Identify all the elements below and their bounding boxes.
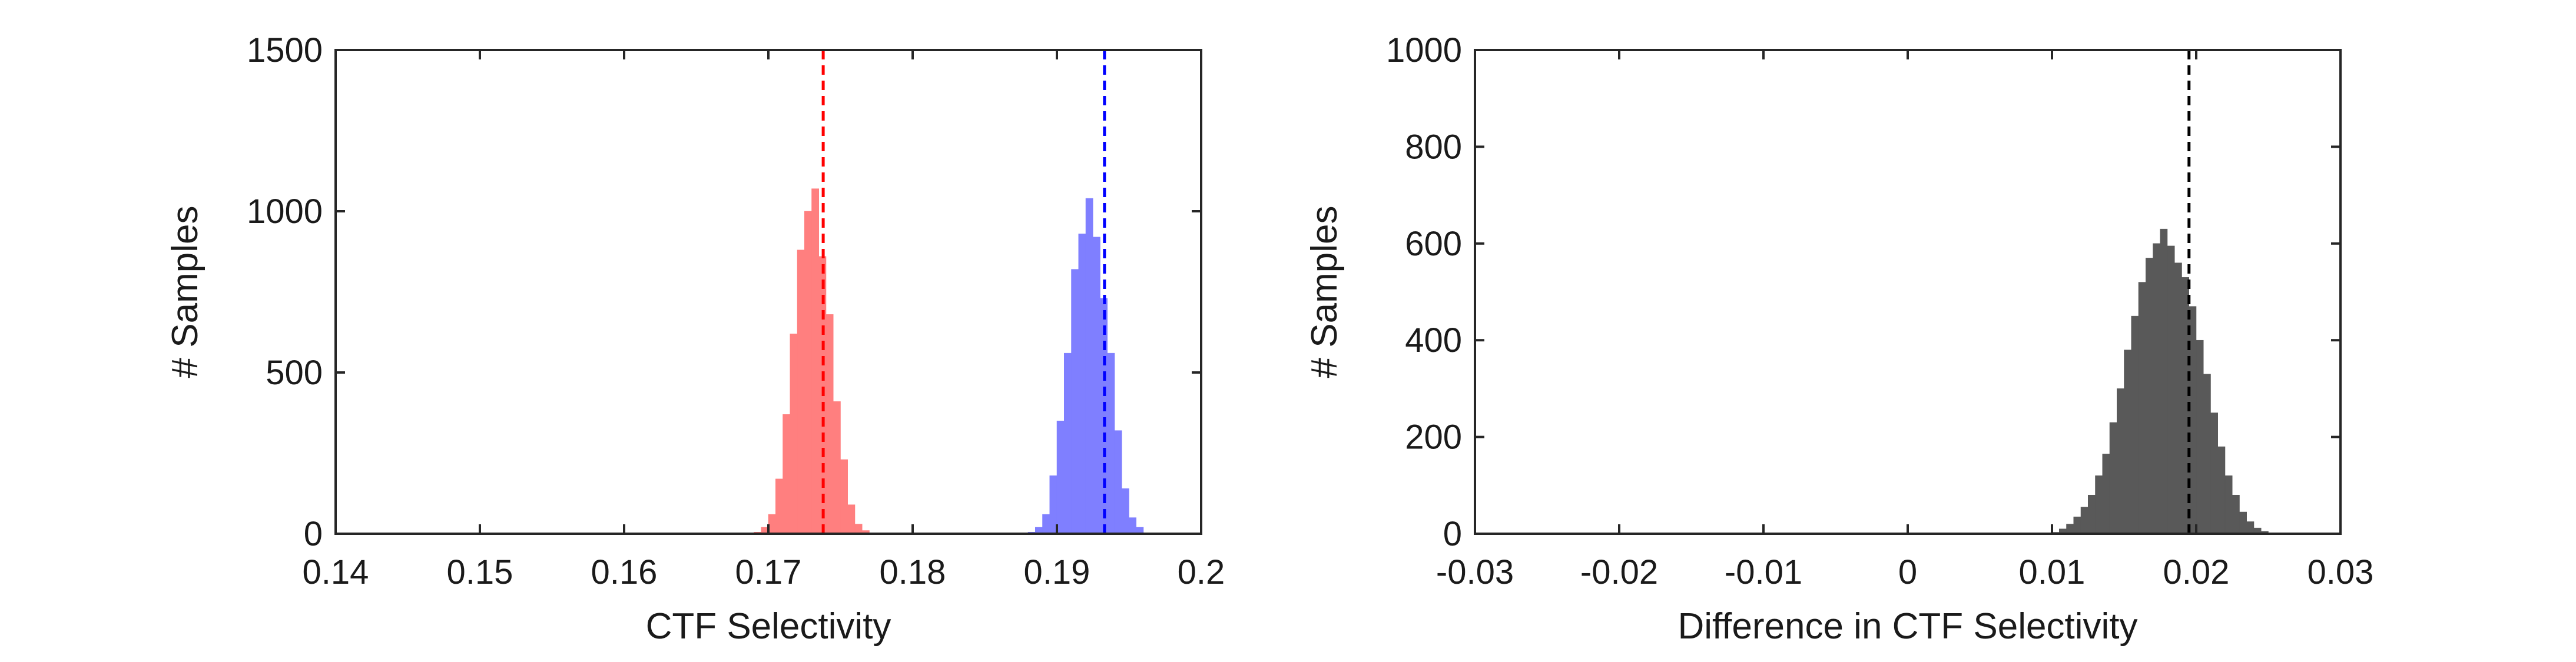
right-axis-ticks: -0.03 -0.02 -0.01 0 0.01 0.02 0.03 0 200 400 600 80… [1386,31,2373,591]
y-tick-label: 1000 [247,192,323,231]
histogram-bar [2153,243,2160,534]
x-tick-label: -0.03 [1436,553,1514,591]
left-histogram-bars [754,188,1144,534]
histogram-bar [797,250,805,534]
histogram-bar [840,459,848,534]
histogram-bar [1114,430,1122,534]
left-y-axis-label: # Samples [165,206,205,378]
histogram-bar [1078,234,1086,534]
histogram-bar [775,478,783,534]
histogram-bar [804,211,812,534]
histogram-bar [825,314,834,534]
y-tick-label: 0 [304,515,323,553]
histogram-bar [2088,494,2096,534]
left-axis-ticks: 0.14 0.15 0.16 0.17 0.18 0.19 0.2 0 500 1000 1500 [247,31,1225,591]
histogram-bar [2210,412,2218,534]
histogram-bar [2073,516,2081,534]
histogram-bar [2109,422,2117,534]
histogram-bar [854,524,863,534]
histogram-bar [2203,374,2211,534]
histogram-bar [2138,282,2146,534]
y-tick-label: 0 [1443,515,1462,553]
y-tick-label: 1000 [1386,31,1462,69]
x-tick-label: 0.15 [447,553,513,591]
histogram-bar [847,504,856,534]
histogram-bar [1129,517,1136,534]
histogram-bar [2246,521,2255,534]
histogram-bar [1107,352,1115,534]
x-tick-label: 0.03 [2308,553,2374,591]
histogram-bar [2124,350,2131,534]
y-tick-label: 800 [1405,128,1462,166]
histogram-bar [2146,258,2153,534]
right-histogram-bars [2051,228,2276,534]
left-x-axis-label: CTF Selectivity [646,606,891,647]
x-tick-label: 0 [1898,553,1917,591]
y-tick-label: 400 [1405,321,1462,360]
histogram-bar [2174,262,2182,534]
x-tick-label: 0.17 [735,553,802,591]
histogram-bar [1071,269,1079,534]
histogram-bar [2167,245,2175,534]
histogram-bar [783,414,790,534]
histogram-bar [2224,475,2233,534]
y-tick-label: 200 [1405,418,1462,457]
x-tick-label: 0.18 [880,553,946,591]
x-tick-label: 0.01 [2019,553,2086,591]
x-tick-label: 0.19 [1024,553,1090,591]
x-tick-label: 0.02 [2163,553,2230,591]
y-tick-label: 1500 [247,31,323,69]
y-tick-label: 500 [266,354,323,392]
histogram-bar [2095,475,2103,534]
histogram-bar [833,401,841,534]
left-mean-lines [821,50,1106,534]
right-y-axis-label: # Samples [1304,206,1345,378]
histogram-bar [1093,237,1100,534]
x-tick-label: 0.14 [303,553,369,591]
histogram-bar [2196,340,2204,534]
x-tick-label: 0.2 [1178,553,1225,591]
histogram-bar [2232,494,2240,534]
x-tick-label: -0.02 [1580,553,1658,591]
histogram-bar [1085,198,1093,534]
right-histogram-panel: -0.03 -0.02 -0.01 0 0.01 0.02 0.03 0 200 400 600 80… [1304,31,2373,647]
x-tick-label: 0.16 [591,553,658,591]
histogram-bar [790,333,798,534]
histogram-bar [1056,420,1065,534]
histogram-bar [2217,446,2226,534]
histogram-bar [1122,488,1129,534]
histogram-bar [1042,514,1050,534]
histogram-bar [811,188,819,534]
histogram-bar [1064,352,1072,534]
x-tick-label: -0.01 [1725,553,1802,591]
histogram-bar [2131,315,2139,534]
left-histogram-panel: 0.14 0.15 0.16 0.17 0.18 0.19 0.2050010001500 … [165,31,1225,647]
histogram-bar [2117,388,2124,534]
histogram-bar [2239,511,2247,534]
right-x-axis-label: Difference in CTF Selectivity [1678,606,2138,647]
y-tick-label: 600 [1405,225,1462,263]
histogram-bar [2102,454,2110,534]
histogram-bar [2080,507,2088,534]
histogram-bar [2066,524,2074,534]
histogram-bar [2160,228,2168,534]
